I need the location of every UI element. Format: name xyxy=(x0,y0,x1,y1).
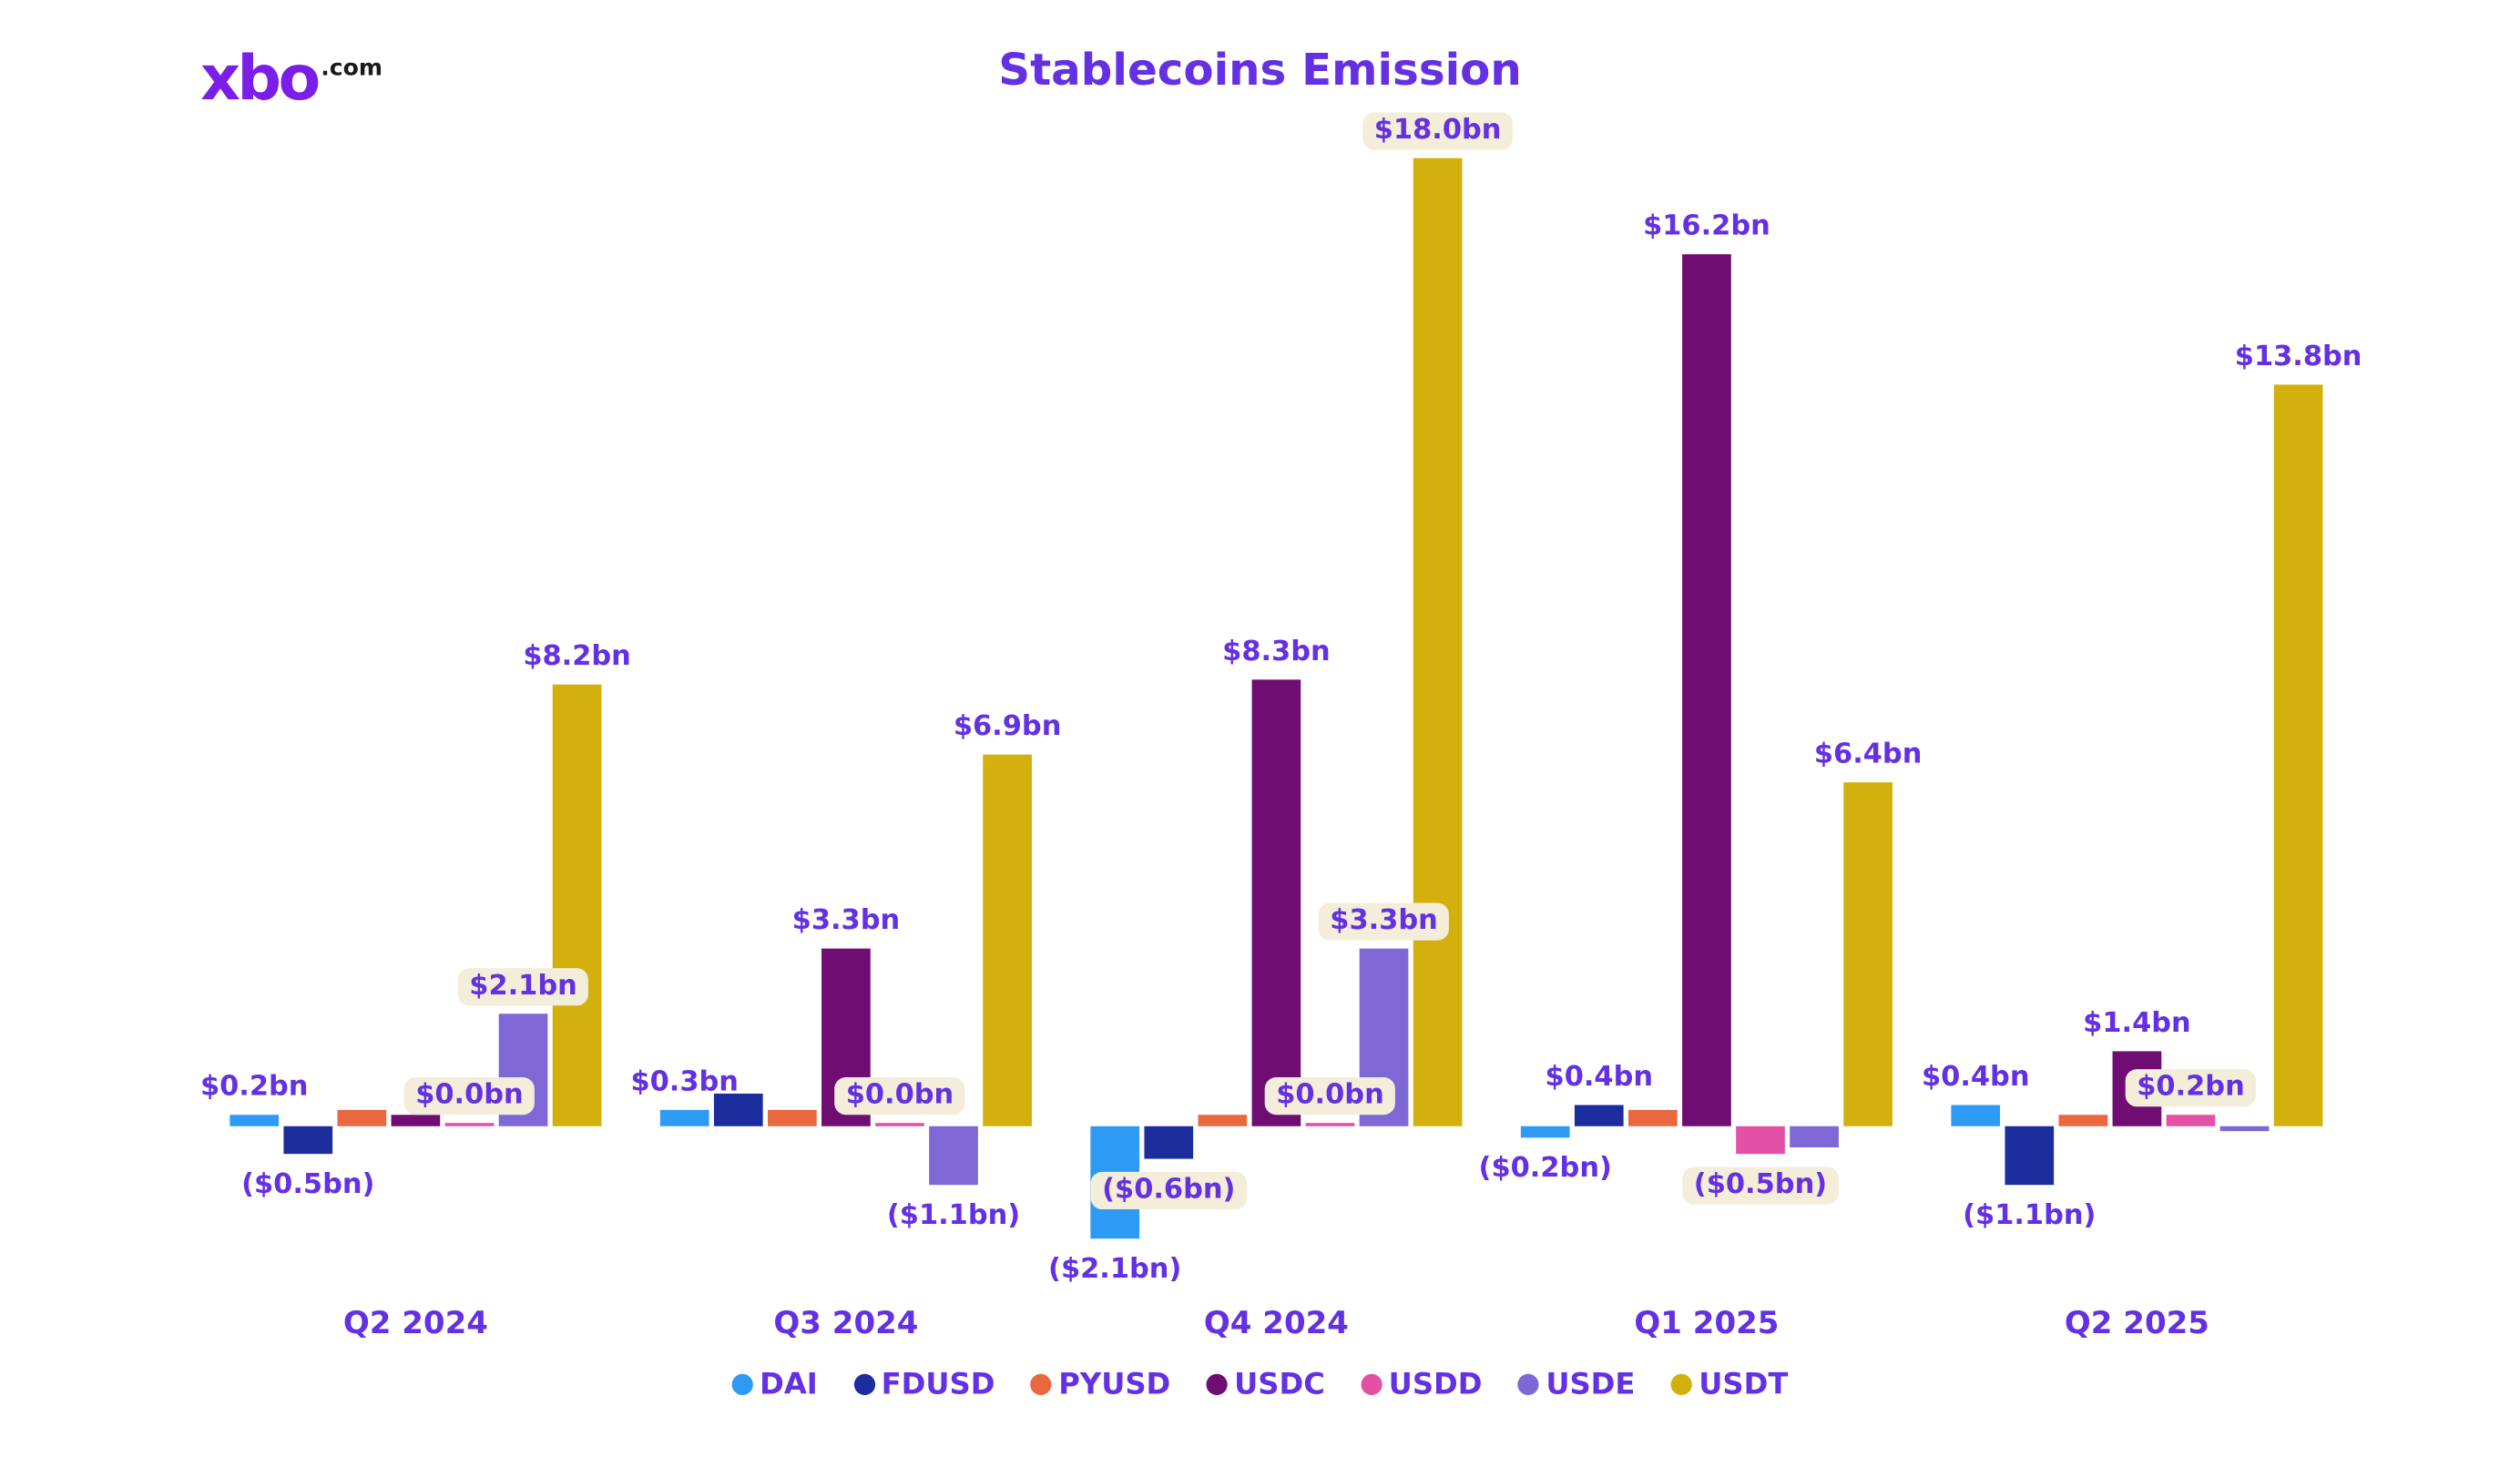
value-label-USDC-Q2-2025: $1.4bn xyxy=(2083,1006,2191,1040)
bar-DAI-Q1-2025 xyxy=(1520,1126,1570,1137)
bar-USDC-Q1-2025 xyxy=(1682,254,1731,1126)
value-label-USDT-Q2-2025: $13.8bn xyxy=(2234,340,2362,373)
bar-PYUSD-Q2-2025 xyxy=(2058,1115,2108,1126)
legend-label-USDC: USDC xyxy=(1234,1367,1325,1402)
value-label-DAI-Q2-2025: $0.4bn xyxy=(1921,1060,2030,1094)
legend-label-DAI: DAI xyxy=(760,1367,818,1402)
legend-dot-USDC xyxy=(1206,1373,1228,1396)
chart-title: Stablecoins Emission xyxy=(998,46,1522,97)
legend-item-USDD: USDD xyxy=(1361,1367,1483,1402)
bar-FDUSD-Q3-2024 xyxy=(713,1094,763,1126)
value-label-USDD-Q4-2024: $0.0bn xyxy=(1264,1077,1396,1116)
x-axis-label-Q4-2024: Q4 2024 xyxy=(1203,1305,1349,1342)
bar-USDD-Q4-2024 xyxy=(1305,1123,1355,1126)
bar-USDT-Q2-2025 xyxy=(2273,383,2323,1126)
value-label-USDC-Q3-2024: $3.3bn xyxy=(791,904,901,938)
value-label-USDD-Q2-2024: $0.0bn xyxy=(403,1077,536,1116)
bar-DAI-Q2-2025 xyxy=(1951,1105,2001,1126)
bar-PYUSD-Q3-2024 xyxy=(767,1110,817,1126)
x-axis-label-Q2-2025: Q2 2025 xyxy=(2064,1305,2209,1342)
legend-item-USDC: USDC xyxy=(1206,1367,1325,1402)
legend-dot-USDE xyxy=(1517,1373,1540,1396)
bar-PYUSD-Q4-2024 xyxy=(1198,1115,1248,1126)
value-label-USDE-Q2-2024: $2.1bn xyxy=(457,967,589,1005)
value-label-USDT-Q1-2025: $6.4bn xyxy=(1813,738,1923,771)
value-label-USDT-Q2-2024: $8.2bn xyxy=(523,641,631,674)
bar-USDT-Q3-2024 xyxy=(983,755,1032,1126)
legend-label-USDD: USDD xyxy=(1388,1367,1483,1402)
value-label-FDUSD-Q2-2025: ($1.1bn) xyxy=(1963,1199,2097,1233)
legend-dot-PYUSD xyxy=(1030,1373,1053,1396)
bar-USDD-Q2-2025 xyxy=(2166,1115,2216,1126)
bar-FDUSD-Q4-2024 xyxy=(1144,1126,1194,1159)
xbo-logo[interactable]: xbo .com xyxy=(200,43,383,115)
legend-label-USDE: USDE xyxy=(1546,1367,1636,1402)
legend-item-USDT: USDT xyxy=(1670,1367,1789,1402)
bar-DAI-Q3-2024 xyxy=(659,1110,709,1126)
bar-USDD-Q3-2024 xyxy=(875,1123,924,1126)
value-label-USDD-Q2-2025: $0.2bn xyxy=(2125,1069,2257,1107)
value-label-USDT-Q4-2024: $18.0bn xyxy=(1362,112,1513,150)
bar-USDE-Q2-2025 xyxy=(2219,1126,2270,1132)
bar-FDUSD-Q2-2025 xyxy=(2005,1126,2055,1186)
bar-PYUSD-Q1-2025 xyxy=(1628,1110,1678,1126)
bar-USDE-Q3-2024 xyxy=(929,1126,978,1186)
legend-label-USDT: USDT xyxy=(1699,1367,1789,1402)
value-label-USDE-Q3-2024: ($1.1bn) xyxy=(886,1199,1021,1233)
legend-label-FDUSD: FDUSD xyxy=(881,1367,995,1402)
bar-PYUSD-Q2-2024 xyxy=(337,1110,387,1126)
value-label-USDD-Q3-2024: $0.0bn xyxy=(834,1077,965,1116)
legend-dot-USDD xyxy=(1361,1373,1382,1396)
bar-DAI-Q2-2024 xyxy=(230,1115,280,1126)
legend-dot-FDUSD xyxy=(853,1373,875,1396)
x-axis-label-Q3-2024: Q3 2024 xyxy=(773,1305,919,1342)
value-label-FDUSD-Q2-2024: ($0.5bn) xyxy=(241,1167,375,1201)
bar-USDE-Q1-2025 xyxy=(1790,1126,1839,1148)
value-label-DAI-Q2-2024: $0.2bn xyxy=(199,1071,309,1105)
value-label-DAI-Q4-2024: ($2.1bn) xyxy=(1048,1253,1182,1287)
bar-USDD-Q1-2025 xyxy=(1736,1126,1785,1154)
legend-dot-USDT xyxy=(1670,1373,1693,1396)
value-label-FDUSD-Q1-2025: $0.4bn xyxy=(1545,1060,1654,1094)
value-label-DAI-Q3-2024: $0.3bn xyxy=(630,1065,739,1099)
x-axis-label-Q1-2025: Q1 2025 xyxy=(1634,1305,1780,1342)
bar-USDT-Q4-2024 xyxy=(1413,158,1463,1126)
xbo-logo-text: xbo xyxy=(200,42,321,115)
legend-item-FDUSD: FDUSD xyxy=(853,1367,995,1402)
x-axis-label-Q2-2024: Q2 2024 xyxy=(342,1305,488,1342)
legend-item-PYUSD: PYUSD xyxy=(1030,1367,1171,1402)
value-label-FDUSD-Q4-2024: ($0.6bn) xyxy=(1090,1171,1247,1209)
legend-label-PYUSD: PYUSD xyxy=(1058,1367,1171,1402)
xbo-logo-suffix: .com xyxy=(321,55,383,82)
value-label-USDC-Q4-2024: $8.3bn xyxy=(1222,636,1331,668)
bar-USDD-Q2-2024 xyxy=(444,1123,495,1126)
legend-item-USDE: USDE xyxy=(1517,1367,1636,1402)
legend-item-DAI: DAI xyxy=(731,1367,818,1402)
value-label-USDT-Q3-2024: $6.9bn xyxy=(953,710,1062,744)
bar-USDT-Q1-2025 xyxy=(1843,781,1893,1126)
value-label-USDD-Q1-2025: ($0.5bn) xyxy=(1682,1166,1839,1204)
bar-USDT-Q2-2024 xyxy=(552,685,602,1126)
bar-FDUSD-Q2-2024 xyxy=(283,1126,333,1154)
value-label-USDE-Q4-2024: $3.3bn xyxy=(1318,902,1450,941)
legend: DAI FDUSD PYUSD USDC USDD USDE USDT xyxy=(0,1367,2520,1402)
legend-dot-DAI xyxy=(731,1373,753,1396)
bar-FDUSD-Q1-2025 xyxy=(1574,1105,1624,1126)
bar-USDC-Q4-2024 xyxy=(1251,679,1301,1126)
bar-USDC-Q2-2024 xyxy=(391,1115,441,1126)
value-label-DAI-Q1-2025: ($0.2bn) xyxy=(1478,1151,1612,1185)
value-label-USDC-Q1-2025: $16.2bn xyxy=(1643,210,1770,244)
